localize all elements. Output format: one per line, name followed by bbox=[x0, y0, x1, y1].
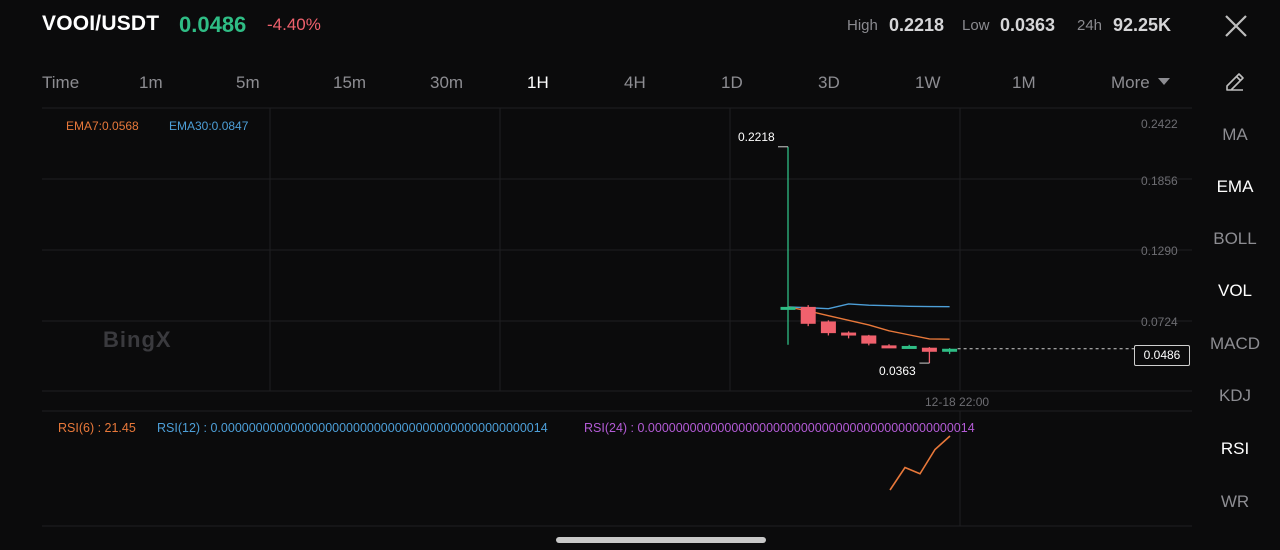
indicator-vol[interactable]: VOL bbox=[1217, 281, 1253, 300]
indicator-kdj[interactable]: KDJ bbox=[1218, 386, 1252, 405]
ema30-legend: EMA30:0.0847 bbox=[169, 119, 249, 133]
bingx-watermark: BingX bbox=[103, 327, 172, 352]
time-axis-label: 12-18 22:00 bbox=[925, 395, 990, 409]
axis-price-label: 0.1856 bbox=[1141, 174, 1178, 188]
more-dropdown[interactable]: More bbox=[1111, 73, 1170, 93]
price-change: -4.40% bbox=[267, 15, 321, 34]
low-marker-label: 0.0363 bbox=[879, 364, 916, 378]
indicator-ema[interactable]: EMA bbox=[1216, 177, 1254, 196]
candle-body bbox=[780, 306, 796, 310]
tf-5m[interactable]: 5m bbox=[236, 73, 260, 92]
tf-1M[interactable]: 1M bbox=[1012, 73, 1036, 92]
home-indicator[interactable] bbox=[556, 537, 766, 543]
axis-price-label: 0.0724 bbox=[1141, 315, 1178, 329]
volume-label: 24h bbox=[1077, 17, 1103, 34]
tf-1d[interactable]: 1D bbox=[721, 73, 743, 92]
candles bbox=[778, 146, 1134, 364]
candle-body bbox=[921, 347, 937, 352]
close-icon[interactable] bbox=[1222, 12, 1250, 40]
candle-body bbox=[861, 335, 877, 344]
caret-down-icon bbox=[1157, 78, 1170, 86]
candle-body bbox=[901, 345, 917, 349]
volume-value: 92.25K bbox=[1113, 15, 1172, 35]
indicator-ma[interactable]: MA bbox=[1222, 125, 1248, 144]
candle-body bbox=[841, 332, 857, 336]
axis-price-label: 0.2422 bbox=[1141, 117, 1178, 131]
tf-15m[interactable]: 15m bbox=[333, 73, 367, 92]
tf-1m[interactable]: 1m bbox=[139, 73, 163, 92]
more-label: More bbox=[1111, 73, 1150, 92]
axis-price-label: 0.1290 bbox=[1141, 244, 1178, 258]
tf-3d[interactable]: 3D bbox=[818, 73, 840, 92]
last-price: 0.0486 bbox=[179, 12, 247, 37]
rsi-line bbox=[889, 435, 951, 491]
ema7-legend: EMA7:0.0568 bbox=[66, 119, 139, 133]
candlestick-chart[interactable] bbox=[0, 0, 1200, 550]
current-price-tag: 0.0486 bbox=[1134, 345, 1190, 366]
high-marker-label: 0.2218 bbox=[738, 130, 775, 144]
high-value: 0.2218 bbox=[889, 15, 945, 35]
low-value: 0.0363 bbox=[1000, 15, 1056, 35]
rsi12-legend: RSI(12) : 0.0000000000000000000000000000… bbox=[157, 421, 548, 435]
rsi6-polyline bbox=[889, 435, 951, 491]
indicator-macd[interactable]: MACD bbox=[1209, 334, 1261, 353]
tf-1w[interactable]: 1W bbox=[915, 73, 941, 92]
candle-body bbox=[942, 348, 958, 352]
edit-icon[interactable] bbox=[1223, 70, 1247, 94]
pair-title: VOOI/USDT bbox=[42, 12, 160, 35]
high-label: High bbox=[847, 17, 878, 34]
rsi24-legend: RSI(24) : 0.0000000000000000000000000000… bbox=[584, 421, 975, 435]
indicator-rsi[interactable]: RSI bbox=[1220, 439, 1250, 458]
low-label: Low bbox=[962, 17, 990, 34]
indicator-boll[interactable]: BOLL bbox=[1213, 229, 1257, 248]
tf-time[interactable]: Time bbox=[42, 73, 80, 92]
candle-body bbox=[800, 306, 816, 324]
candle-body bbox=[820, 321, 836, 334]
rsi6-legend: RSI(6) : 21.45 bbox=[58, 421, 136, 435]
candle-body bbox=[881, 345, 897, 349]
tf-1h[interactable]: 1H bbox=[527, 73, 549, 92]
chart-grid bbox=[42, 107, 1192, 527]
tf-30m[interactable]: 30m bbox=[430, 73, 464, 92]
indicator-wr[interactable]: WR bbox=[1220, 492, 1250, 511]
tf-4h[interactable]: 4H bbox=[624, 73, 646, 92]
